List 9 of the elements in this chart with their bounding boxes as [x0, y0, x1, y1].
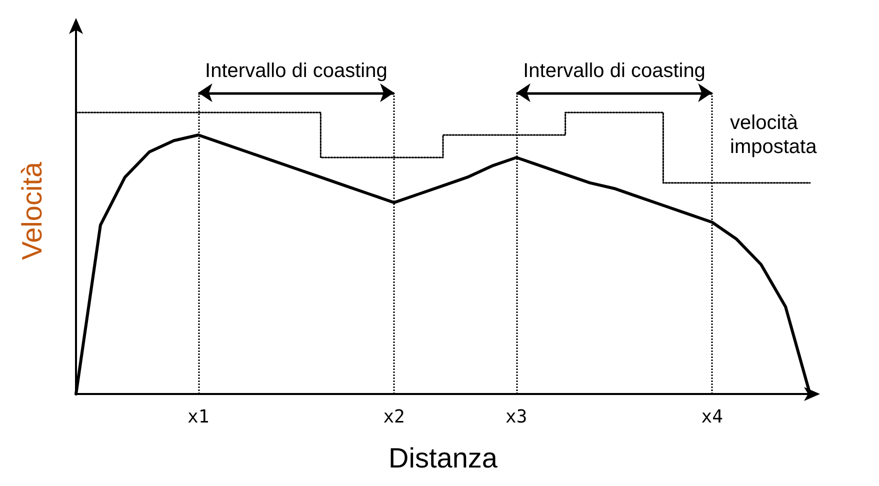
text: Intervallo di coasting	[205, 60, 388, 82]
y-axis-title: Velocità	[16, 162, 48, 260]
text: Intervallo di coasting	[523, 60, 706, 82]
x-tick-label: x3	[506, 406, 528, 428]
x-tick-label: x4	[701, 406, 723, 428]
x-tick-label: x2	[383, 406, 405, 428]
x-tick-label: x1	[187, 406, 210, 428]
x-axis-title: Distanza	[388, 442, 498, 474]
series-label: velocità impostata	[730, 112, 818, 158]
